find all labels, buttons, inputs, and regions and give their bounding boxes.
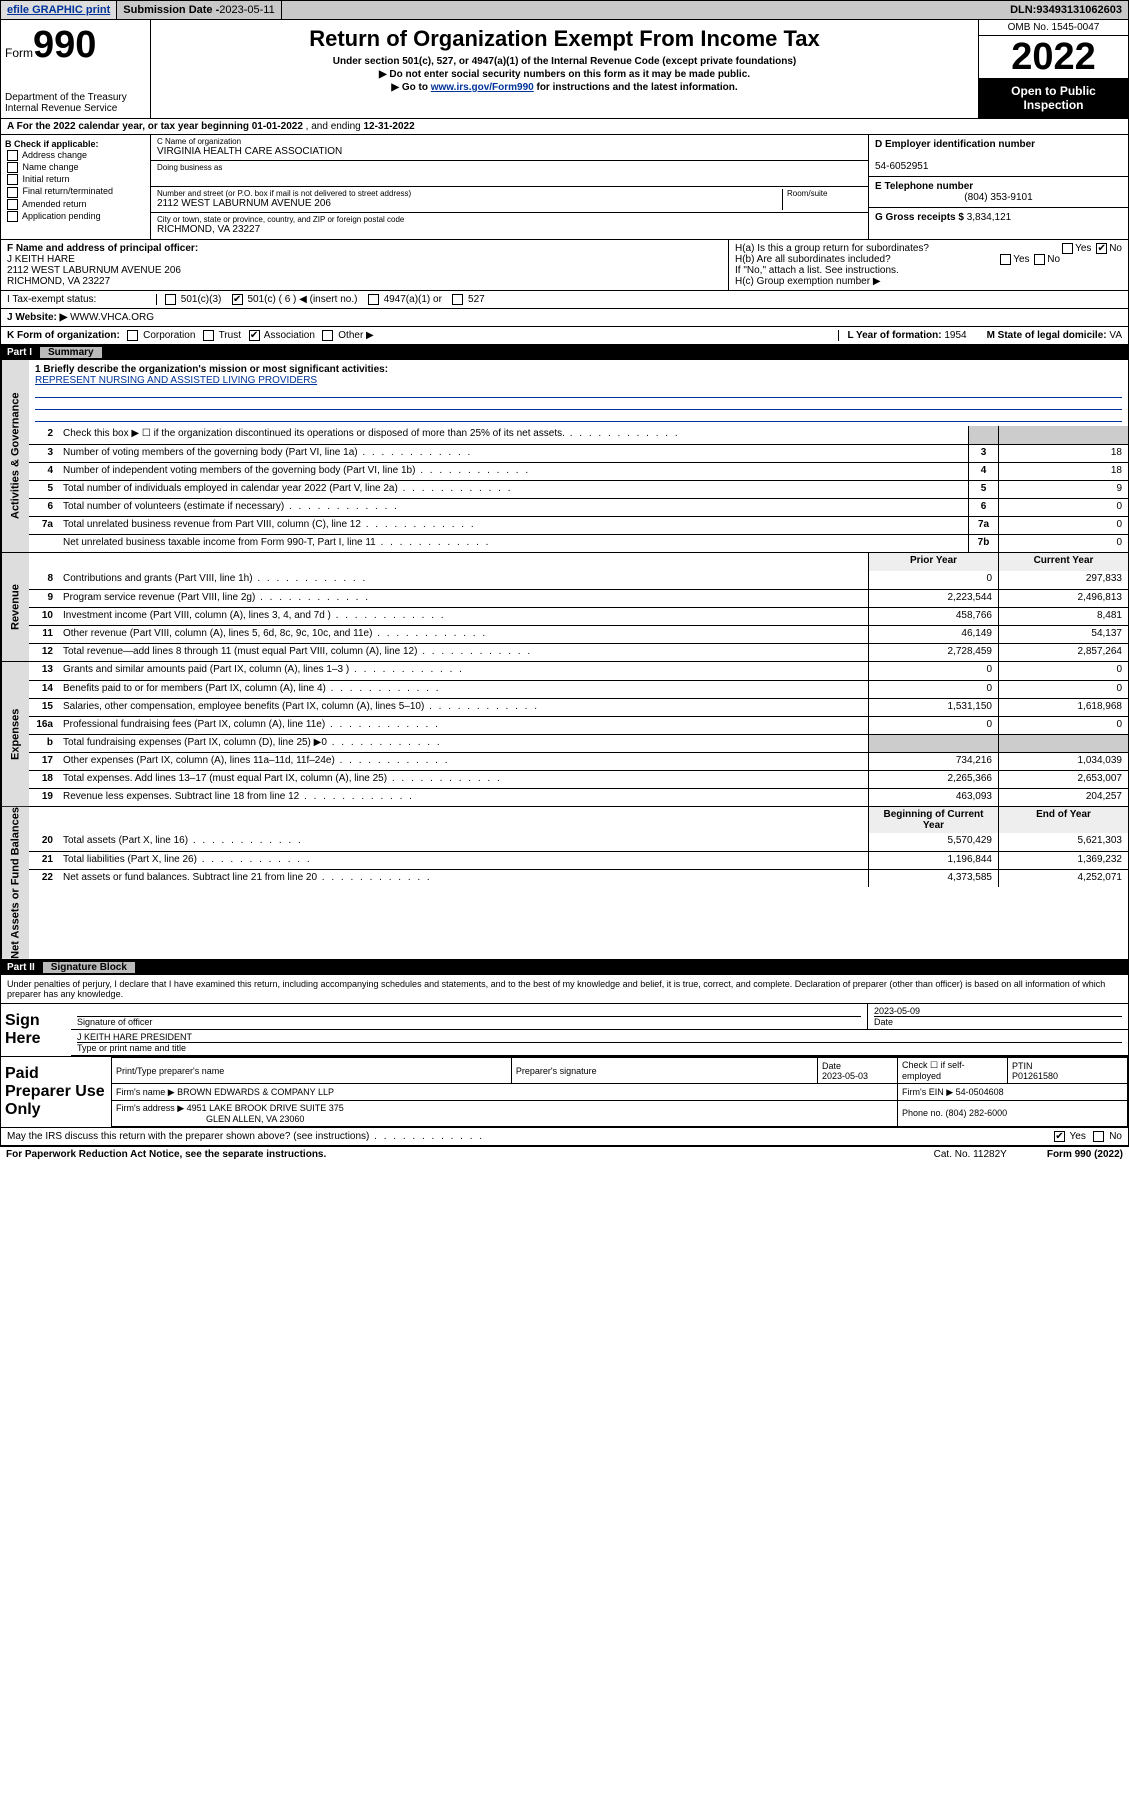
form-number: Form990 (5, 24, 146, 67)
summary-line: 13Grants and similar amounts paid (Part … (29, 662, 1128, 680)
summary-line: 7aTotal unrelated business revenue from … (29, 516, 1128, 534)
sign-here-block: Sign Here Signature of officer 2023-05-0… (1, 1004, 1128, 1057)
instructions-link[interactable]: www.irs.gov/Form990 (431, 82, 534, 93)
h-b-note: If "No," attach a list. See instructions… (735, 265, 1122, 276)
firm-name-cell: Firm's name ▶ BROWN EDWARDS & COMPANY LL… (112, 1084, 898, 1100)
open-inspection: Open to Public Inspection (979, 78, 1128, 118)
year-formation: L Year of formation: 1954 (847, 330, 966, 341)
part-i-header: Part I Summary (1, 345, 1128, 360)
section-governance: Activities & Governance 1 Briefly descri… (1, 360, 1128, 553)
subtitle-2: Do not enter social security numbers on … (159, 69, 970, 80)
gross-receipts-cell: G Gross receipts $ 3,834,121 (869, 208, 1128, 227)
summary-line: Net unrelated business taxable income fr… (29, 534, 1128, 552)
summary-line: 3Number of voting members of the governi… (29, 444, 1128, 462)
city-cell: City or town, state or province, country… (151, 213, 868, 239)
summary-line: 16aProfessional fundraising fees (Part I… (29, 716, 1128, 734)
top-toolbar: efile GRAPHIC print Submission Date - 20… (0, 0, 1129, 20)
irs-label: Internal Revenue Service (5, 103, 146, 114)
summary-line: 22Net assets or fund balances. Subtract … (29, 869, 1128, 887)
summary-line: 9Program service revenue (Part VIII, lin… (29, 589, 1128, 607)
h-a: H(a) Is this a group return for subordin… (735, 243, 1122, 254)
form-title: Return of Organization Exempt From Incom… (159, 26, 970, 52)
mission-text: REPRESENT NURSING AND ASSISTED LIVING PR… (35, 375, 317, 386)
chk-application-pending[interactable]: Application pending (5, 211, 146, 222)
vtab-revenue: Revenue (1, 553, 29, 661)
mission-block: 1 Briefly describe the organization's mi… (29, 360, 1128, 426)
summary-line: 20Total assets (Part X, line 16)5,570,42… (29, 833, 1128, 851)
officer-name: J KEITH HARE (7, 254, 75, 265)
h-c: H(c) Group exemption number ▶ (735, 276, 1122, 287)
org-name-cell: C Name of organization VIRGINIA HEALTH C… (151, 135, 868, 161)
signature-of-officer[interactable]: Signature of officer (71, 1004, 868, 1029)
discuss-row: May the IRS discuss this return with the… (1, 1128, 1128, 1146)
summary-line: 14Benefits paid to or for members (Part … (29, 680, 1128, 698)
dln-cell: DLN: 93493131062603 (1004, 1, 1128, 19)
row-f-h: F Name and address of principal officer:… (1, 240, 1128, 291)
row-i-tax-status: I Tax-exempt status: 501(c)(3) 501(c) ( … (1, 291, 1128, 309)
footer-note: For Paperwork Reduction Act Notice, see … (0, 1147, 1129, 1162)
summary-line: 10Investment income (Part VIII, column (… (29, 607, 1128, 625)
section-net-assets: Net Assets or Fund Balances Beginning of… (1, 807, 1128, 960)
summary-line: 21Total liabilities (Part X, line 26)1,1… (29, 851, 1128, 869)
chk-address-change[interactable]: Address change (5, 150, 146, 161)
perjury-statement: Under penalties of perjury, I declare th… (1, 975, 1128, 1004)
self-employed-cell[interactable]: Check ☐ if self-employed (898, 1058, 1008, 1084)
chk-initial-return[interactable]: Initial return (5, 174, 146, 185)
summary-line: 19Revenue less expenses. Subtract line 1… (29, 788, 1128, 806)
prep-date-cell: Date2023-05-03 (818, 1058, 898, 1084)
summary-line: 4Number of independent voting members of… (29, 462, 1128, 480)
dba-cell: Doing business as (151, 161, 868, 187)
chk-final-return[interactable]: Final return/terminated (5, 186, 146, 197)
part-ii-header: Part II Signature Block (1, 960, 1128, 975)
prep-name-cell: Print/Type preparer's name (112, 1058, 512, 1084)
dept-label: Department of the Treasury (5, 92, 146, 103)
omb-number: OMB No. 1545-0047 (979, 20, 1128, 36)
vtab-governance: Activities & Governance (1, 360, 29, 552)
summary-line: 6Total number of volunteers (estimate if… (29, 498, 1128, 516)
summary-line: 8Contributions and grants (Part VIII, li… (29, 571, 1128, 589)
signature-date: 2023-05-09 Date (868, 1004, 1128, 1029)
state-domicile: M State of legal domicile: VA (987, 330, 1122, 341)
summary-line: 11Other revenue (Part VIII, column (A), … (29, 625, 1128, 643)
firm-phone-cell: Phone no. (804) 282-6000 (898, 1100, 1128, 1126)
firm-ein-cell: Firm's EIN ▶ 54-0504608 (898, 1084, 1128, 1100)
entity-block: B Check if applicable: Address change Na… (1, 135, 1128, 240)
row-a-tax-year: A For the 2022 calendar year, or tax yea… (1, 119, 1128, 135)
firm-address-cell: Firm's address ▶ 4951 LAKE BROOK DRIVE S… (112, 1100, 898, 1126)
h-b: H(b) Are all subordinates included? Yes … (735, 254, 1122, 265)
street-cell: Number and street (or P.O. box if mail i… (151, 187, 868, 213)
col-b-checkboxes: B Check if applicable: Address change Na… (1, 135, 151, 239)
prep-sig-cell: Preparer's signature (511, 1058, 817, 1084)
row-j-website: J Website: ▶ WWW.VHCA.ORG (1, 309, 1128, 327)
col-header-boy-eoy: Beginning of Current Year End of Year (29, 807, 1128, 833)
vtab-expenses: Expenses (1, 662, 29, 806)
submission-date-cell: Submission Date - 2023-05-11 (117, 1, 281, 19)
section-revenue: Revenue Prior Year Current Year 8Contrib… (1, 553, 1128, 662)
chk-name-change[interactable]: Name change (5, 162, 146, 173)
efile-button[interactable]: efile GRAPHIC print (1, 1, 117, 19)
col-header-py-cy: Prior Year Current Year (29, 553, 1128, 571)
ptin-cell: PTINP01261580 (1008, 1058, 1128, 1084)
vtab-net-assets: Net Assets or Fund Balances (1, 807, 29, 959)
summary-line: 17Other expenses (Part IX, column (A), l… (29, 752, 1128, 770)
ein-cell: D Employer identification number 54-6052… (869, 135, 1128, 177)
paid-preparer-block: Paid Preparer Use Only Print/Type prepar… (1, 1057, 1128, 1128)
summary-line: 5Total number of individuals employed in… (29, 480, 1128, 498)
chk-amended-return[interactable]: Amended return (5, 199, 146, 210)
summary-line: 12Total revenue—add lines 8 through 11 (… (29, 643, 1128, 661)
summary-line: bTotal fundraising expenses (Part IX, co… (29, 734, 1128, 752)
form-header: Form990 Department of the Treasury Inter… (1, 20, 1128, 119)
officer-printed-name: J KEITH HARE PRESIDENT Type or print nam… (71, 1030, 1128, 1055)
phone-cell: E Telephone number (804) 353-9101 (869, 177, 1128, 208)
subtitle-3: Go to www.irs.gov/Form990 for instructio… (159, 82, 970, 93)
summary-line: 18Total expenses. Add lines 13–17 (must … (29, 770, 1128, 788)
summary-line: 2Check this box ▶ ☐ if the organization … (29, 426, 1128, 444)
tax-year: 2022 (979, 36, 1128, 78)
summary-line: 15Salaries, other compensation, employee… (29, 698, 1128, 716)
subtitle-1: Under section 501(c), 527, or 4947(a)(1)… (159, 56, 970, 67)
row-k-form-org: K Form of organization: Corporation Trus… (1, 327, 1128, 345)
section-expenses: Expenses 13Grants and similar amounts pa… (1, 662, 1128, 807)
